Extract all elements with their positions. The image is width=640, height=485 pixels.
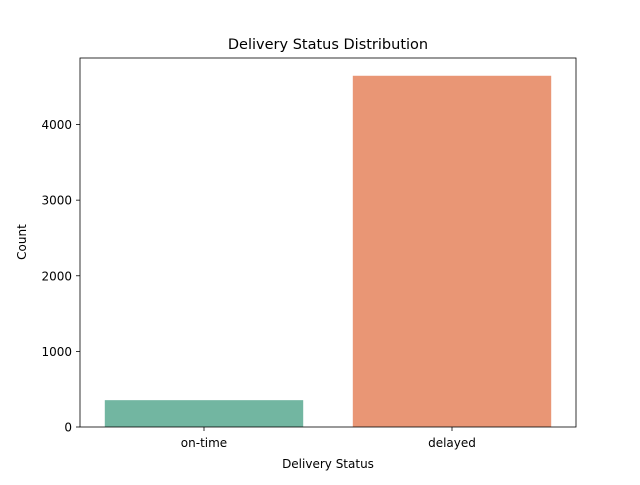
y-tick-label: 3000 — [41, 194, 72, 208]
y-tick-label: 1000 — [41, 345, 72, 359]
x-axis-label: Delivery Status — [282, 457, 374, 471]
y-tick-label: 4000 — [41, 118, 72, 132]
x-tick-label: delayed — [428, 436, 476, 450]
chart-title: Delivery Status Distribution — [228, 37, 428, 53]
y-axis-label: Count — [15, 224, 29, 260]
axes-group: on-time delayed 0 1000 2000 3000 4000 — [41, 57, 577, 450]
bar-on-time — [104, 400, 304, 427]
y-tick-label: 0 — [64, 421, 72, 435]
x-tick-label: on-time — [181, 436, 227, 450]
bars-group — [104, 75, 552, 427]
bar-delayed — [352, 75, 552, 427]
plot-frame — [79, 57, 577, 428]
y-tick-label: 2000 — [41, 269, 72, 283]
